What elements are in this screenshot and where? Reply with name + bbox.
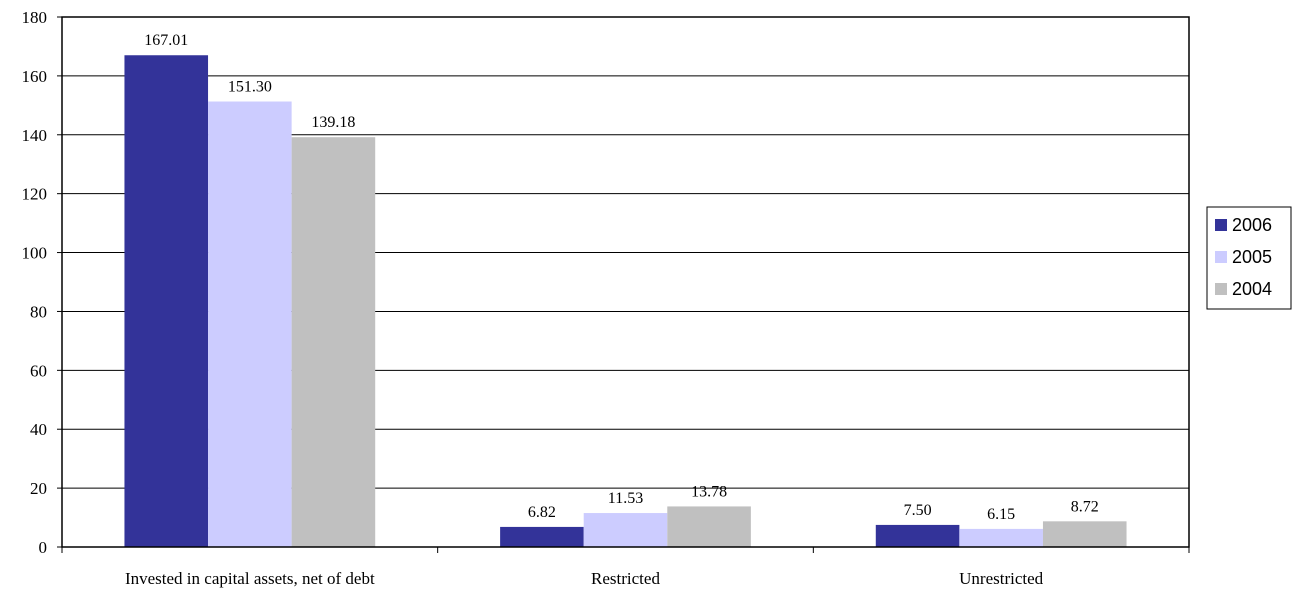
axes: 0 20 40 60 80 100 120 140 160 180 Invested in capi… xyxy=(22,8,1190,588)
legend-label: 2004 xyxy=(1232,279,1272,299)
data-label: 6.15 xyxy=(987,506,1015,523)
y-tick-label: 160 xyxy=(22,67,48,86)
legend-swatch-2005 xyxy=(1215,251,1227,263)
y-tick-label: 140 xyxy=(22,126,48,145)
legend-swatch-2006 xyxy=(1215,219,1227,231)
data-label: 8.72 xyxy=(1071,498,1099,515)
data-label: 151.30 xyxy=(228,79,272,96)
bar-2006 xyxy=(124,55,209,548)
data-label: 13.78 xyxy=(691,483,727,500)
data-label: 11.53 xyxy=(608,490,643,507)
bar-2006 xyxy=(875,524,960,547)
y-tick-label: 80 xyxy=(30,302,47,321)
y-tick-label: 180 xyxy=(22,8,48,27)
legend-label: 2005 xyxy=(1232,247,1272,267)
data-label: 167.01 xyxy=(144,32,188,49)
x-category-label: Invested in capital assets, net of debt xyxy=(125,569,375,588)
y-tick-label: 20 xyxy=(30,479,47,498)
y-tick-label: 120 xyxy=(22,185,48,204)
x-category-label: Restricted xyxy=(591,569,660,588)
bar-2004 xyxy=(291,137,376,548)
bars xyxy=(124,55,1127,548)
legend: 2006 2005 2004 xyxy=(1206,206,1292,310)
y-tick-label: 100 xyxy=(22,244,48,263)
plot-frame xyxy=(61,16,1190,548)
data-labels: 167.01 151.30 139.18 6.82 11.53 13.78 7.50 6.15… xyxy=(144,32,1099,523)
data-label: 139.18 xyxy=(311,114,355,131)
x-category-label: Unrestricted xyxy=(959,569,1044,588)
data-label: 6.82 xyxy=(528,504,556,521)
data-label: 7.50 xyxy=(904,502,932,519)
y-tick-label: 0 xyxy=(39,538,48,557)
legend-swatch-2004 xyxy=(1215,283,1227,295)
bar-2004 xyxy=(1042,521,1127,547)
bar-2004 xyxy=(667,506,751,547)
legend-label: 2006 xyxy=(1232,215,1272,235)
bar-2005 xyxy=(959,528,1043,547)
bar-2006 xyxy=(500,526,584,547)
bar-2005 xyxy=(583,513,668,547)
y-tick-label: 60 xyxy=(30,361,47,380)
bar-2005 xyxy=(208,101,292,547)
y-tick-label: 40 xyxy=(30,420,47,439)
